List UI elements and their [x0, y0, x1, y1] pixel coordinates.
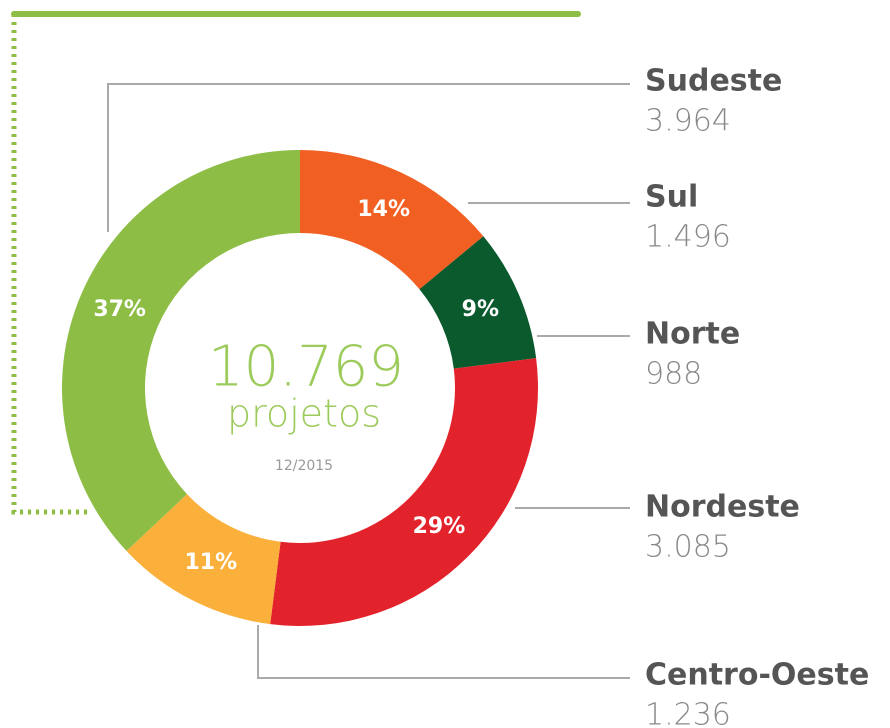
- slice-label: 37%: [93, 297, 146, 322]
- legend-count: 3.085: [645, 530, 731, 565]
- slice: [300, 150, 484, 290]
- legend-count: 1.496: [645, 220, 731, 255]
- center-caption: projetos: [227, 392, 381, 436]
- legend-count: 1.236: [645, 698, 731, 728]
- legend-name: Centro-Oeste: [645, 658, 869, 693]
- slice-label: 9%: [462, 297, 499, 322]
- leader-line: [257, 625, 630, 679]
- slice: [61, 150, 301, 551]
- slice-label: 14%: [357, 197, 410, 222]
- center-total: 10.769: [208, 334, 404, 399]
- slice: [126, 494, 281, 625]
- leader-line: [107, 83, 630, 232]
- legend-name: Sul: [645, 180, 698, 215]
- legend-name: Norte: [645, 317, 740, 352]
- legend-count: 988: [645, 357, 702, 392]
- slice: [270, 358, 538, 626]
- slice: [419, 236, 537, 369]
- slice-label: 11%: [184, 550, 237, 575]
- legend-name: Nordeste: [645, 490, 800, 525]
- dotted-connector: [11, 14, 92, 515]
- slice-label: 29%: [413, 514, 466, 539]
- center-date: 12/2015: [275, 458, 333, 474]
- legend-count: 3.964: [645, 104, 731, 139]
- legend-name: Sudeste: [645, 64, 782, 99]
